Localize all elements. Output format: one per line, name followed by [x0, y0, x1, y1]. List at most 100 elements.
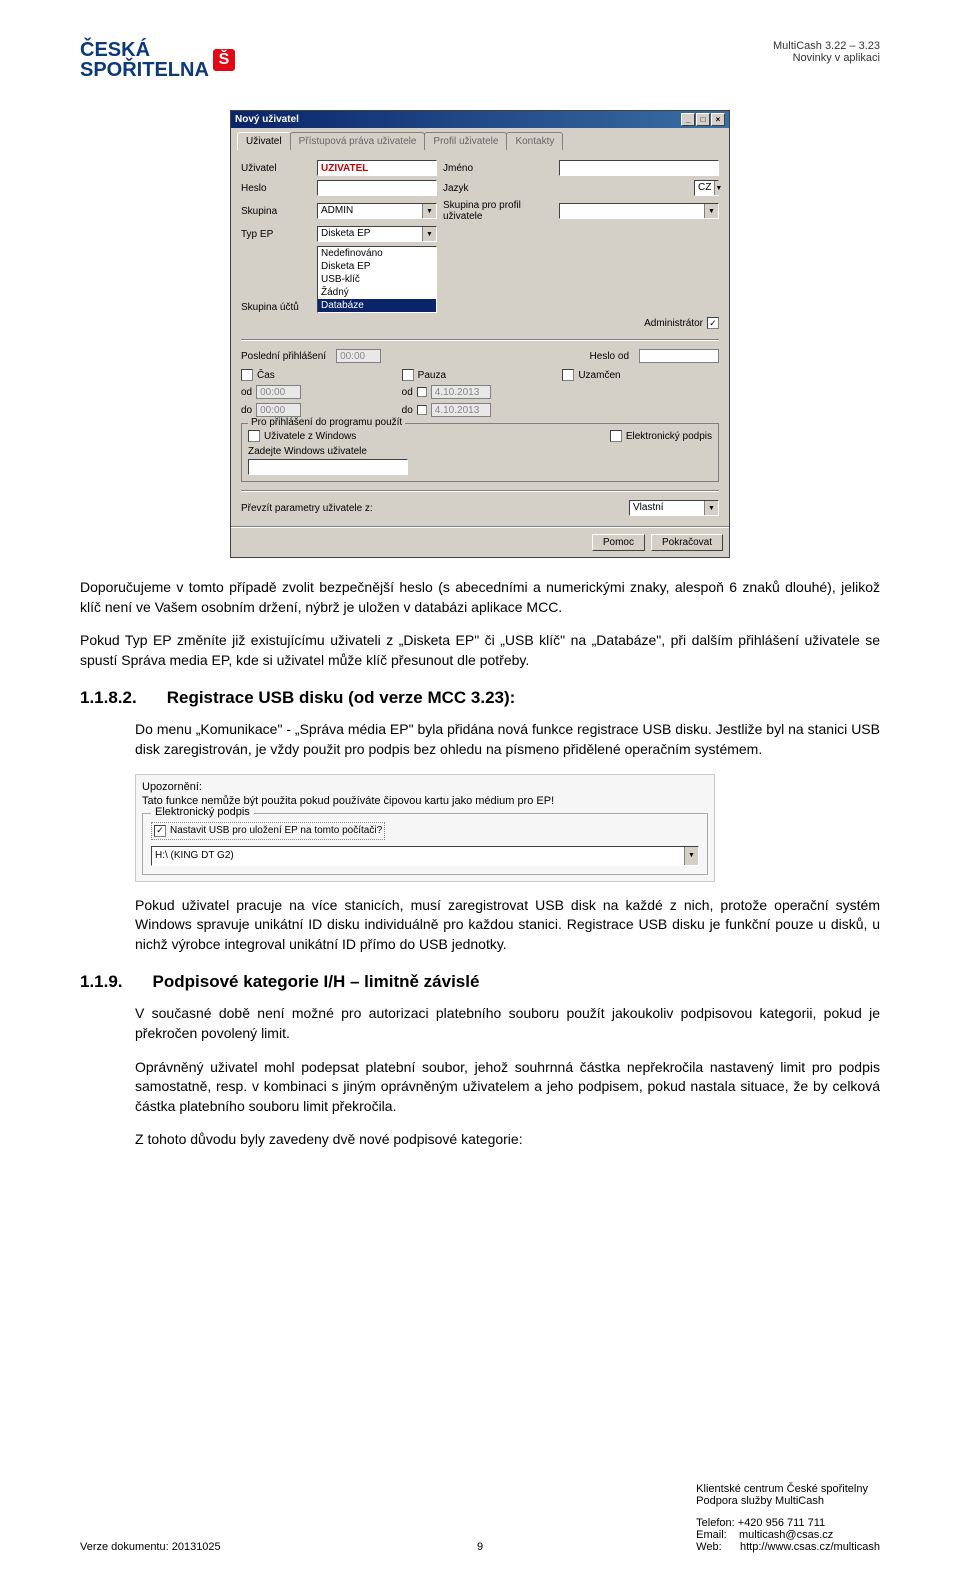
listbox-typep[interactable]: Nedefinováno Disketa EP USB-klíč Žádný D…: [317, 246, 437, 313]
paragraph: Oprávněný uživatel mohl podepsat platebn…: [135, 1058, 880, 1117]
label-do: do: [402, 405, 413, 416]
heading-number: 1.1.9.: [80, 972, 123, 992]
logo-line1: ČESKÁ: [80, 40, 209, 60]
checkbox-el-podpis[interactable]: [610, 430, 622, 442]
label-od: od: [402, 387, 413, 398]
paragraph: Do menu „Komunikace" - „Správa média EP"…: [135, 720, 880, 759]
checkbox-uzamcen[interactable]: [562, 369, 574, 381]
heading-text: Registrace USB disku (od verze MCC 3.23)…: [167, 688, 516, 708]
page-header: ČESKÁ SPOŘITELNA Š MultiCash 3.22 – 3.23…: [80, 40, 880, 80]
paragraph: Z tohoto důvodu byly zavedeny dvě nové p…: [135, 1130, 880, 1150]
web-label: Web:: [696, 1541, 721, 1553]
dropdown-prevzit[interactable]: Vlastní ▼: [629, 500, 719, 516]
close-icon[interactable]: ×: [711, 113, 725, 126]
maximize-icon[interactable]: □: [696, 113, 710, 126]
input-posledni-time: [336, 349, 381, 363]
label-jmeno: Jméno: [443, 163, 553, 174]
checkbox-cas[interactable]: [241, 369, 253, 381]
logo: ČESKÁ SPOŘITELNA Š: [80, 40, 235, 80]
input-pauza-od: [431, 385, 491, 399]
calendar-icon[interactable]: [417, 405, 427, 415]
pomoc-button[interactable]: Pomoc: [592, 534, 645, 551]
doc-version: Verze dokumentu: 20131025: [80, 1541, 221, 1553]
pokracovat-button[interactable]: Pokračovat: [651, 534, 723, 551]
chevron-down-icon: ▼: [684, 847, 698, 865]
tab-strip: Uživatel Přístupová práva uživatele Prof…: [231, 128, 729, 150]
chevron-down-icon: ▼: [422, 227, 436, 241]
calendar-icon[interactable]: [417, 387, 427, 397]
email-value: multicash@csas.cz: [739, 1529, 833, 1541]
dropdown-usb-drive[interactable]: H:\ (KING DT G2) ▼: [151, 846, 699, 866]
tab-pristupova-prava[interactable]: Přístupová práva uživatele: [290, 132, 426, 150]
label-profil: Skupina pro profil uživatele: [443, 200, 553, 222]
logo-s-icon: Š: [213, 49, 235, 71]
list-item[interactable]: Databáze: [318, 299, 436, 312]
dropdown-profil[interactable]: ▼: [559, 203, 719, 219]
label-nastavit-usb: Nastavit USB pro uložení EP na tomto poč…: [170, 825, 382, 836]
input-uzivatel[interactable]: [317, 160, 437, 176]
divider: [241, 339, 719, 341]
tab-uzivatel[interactable]: Uživatel: [237, 132, 291, 150]
logo-line2: SPOŘITELNA: [80, 60, 209, 80]
checkbox-administrator[interactable]: ✓: [707, 317, 719, 329]
groupbox-legend: Pro přihlášení do programu použít: [248, 417, 405, 428]
label-cas: Čas: [257, 370, 275, 381]
input-cas-do: [256, 403, 301, 417]
new-user-dialog: Nový uživatel _ □ × Uživatel Přístupová …: [230, 110, 730, 558]
page-number: 9: [477, 1541, 483, 1553]
fieldset-legend: Elektronický podpis: [151, 806, 254, 818]
groupbox-winlogin: Pro přihlášení do programu použít Uživat…: [241, 423, 719, 482]
label-skupina: Skupina: [241, 206, 311, 217]
dropdown-jazyk[interactable]: CZ ▼: [694, 180, 719, 196]
input-cas-od: [256, 385, 301, 399]
label-prevzit: Převzít parametry uživatele z:: [241, 503, 373, 514]
footer-line1: Klientské centrum České spořitelny: [696, 1483, 880, 1495]
dropdown-skupina[interactable]: ADMIN ▼: [317, 203, 437, 219]
input-jmeno[interactable]: [559, 160, 719, 176]
input-heslo[interactable]: [317, 180, 437, 196]
checkbox-uzivatele-windows[interactable]: [248, 430, 260, 442]
chevron-down-icon: ▼: [714, 181, 722, 195]
chevron-down-icon: ▼: [704, 204, 718, 218]
label-jazyk: Jazyk: [443, 183, 553, 194]
label-pauza: Pauza: [418, 370, 446, 381]
label-heslo: Heslo: [241, 183, 311, 194]
minimize-icon[interactable]: _: [681, 113, 695, 126]
web-value: http://www.csas.cz/multicash: [740, 1541, 880, 1553]
chevron-down-icon: ▼: [704, 501, 718, 515]
chevron-down-icon: ▼: [422, 204, 436, 218]
divider: [241, 490, 719, 492]
tab-kontakty[interactable]: Kontakty: [506, 132, 563, 150]
footer-line2: Podpora služby MultiCash: [696, 1495, 880, 1507]
list-item[interactable]: Nedefinováno: [318, 247, 436, 260]
tab-profil[interactable]: Profil uživatele: [424, 132, 507, 150]
list-item[interactable]: Disketa EP: [318, 260, 436, 273]
dialog-titlebar: Nový uživatel _ □ ×: [231, 111, 729, 128]
list-item[interactable]: Žádný: [318, 286, 436, 299]
label-administrator: Administrátor: [644, 318, 703, 329]
tel-value: +420 956 711 711: [738, 1517, 825, 1529]
input-heslo-od[interactable]: [639, 349, 719, 363]
label-zadejte-windows: Zadejte Windows uživatele: [248, 446, 712, 457]
dropdown-typep[interactable]: Disketa EP ▼: [317, 226, 437, 242]
dialog-title: Nový uživatel: [235, 114, 299, 125]
input-windows-user[interactable]: [248, 459, 408, 475]
paragraph: V současné době není možné pro autorizac…: [135, 1004, 880, 1043]
section-heading: 1.1.8.2. Registrace USB disku (od verze …: [80, 688, 880, 708]
label-uzivatel: Uživatel: [241, 163, 311, 174]
checkbox-nastavit-usb[interactable]: ✓: [154, 825, 166, 837]
label-uzivatele-windows: Uživatele z Windows: [264, 431, 356, 442]
paragraph: Pokud uživatel pracuje na více stanicích…: [135, 896, 880, 955]
header-meta: MultiCash 3.22 – 3.23 Novinky v aplikaci: [773, 40, 880, 64]
label-od: od: [241, 387, 252, 398]
tel-label: Telefon:: [696, 1517, 735, 1529]
heading-text: Podpisové kategorie I/H – limitně závisl…: [153, 972, 480, 992]
paragraph: Pokud Typ EP změníte již existujícímu už…: [80, 631, 880, 670]
doc-subtitle: Novinky v aplikaci: [773, 52, 880, 64]
heading-number: 1.1.8.2.: [80, 688, 137, 708]
checkbox-pauza[interactable]: [402, 369, 414, 381]
label-uzamcen: Uzamčen: [578, 370, 620, 381]
label-typep: Typ EP: [241, 229, 311, 240]
list-item[interactable]: USB-klíč: [318, 273, 436, 286]
label-el-podpis: Elektronický podpis: [626, 431, 712, 442]
